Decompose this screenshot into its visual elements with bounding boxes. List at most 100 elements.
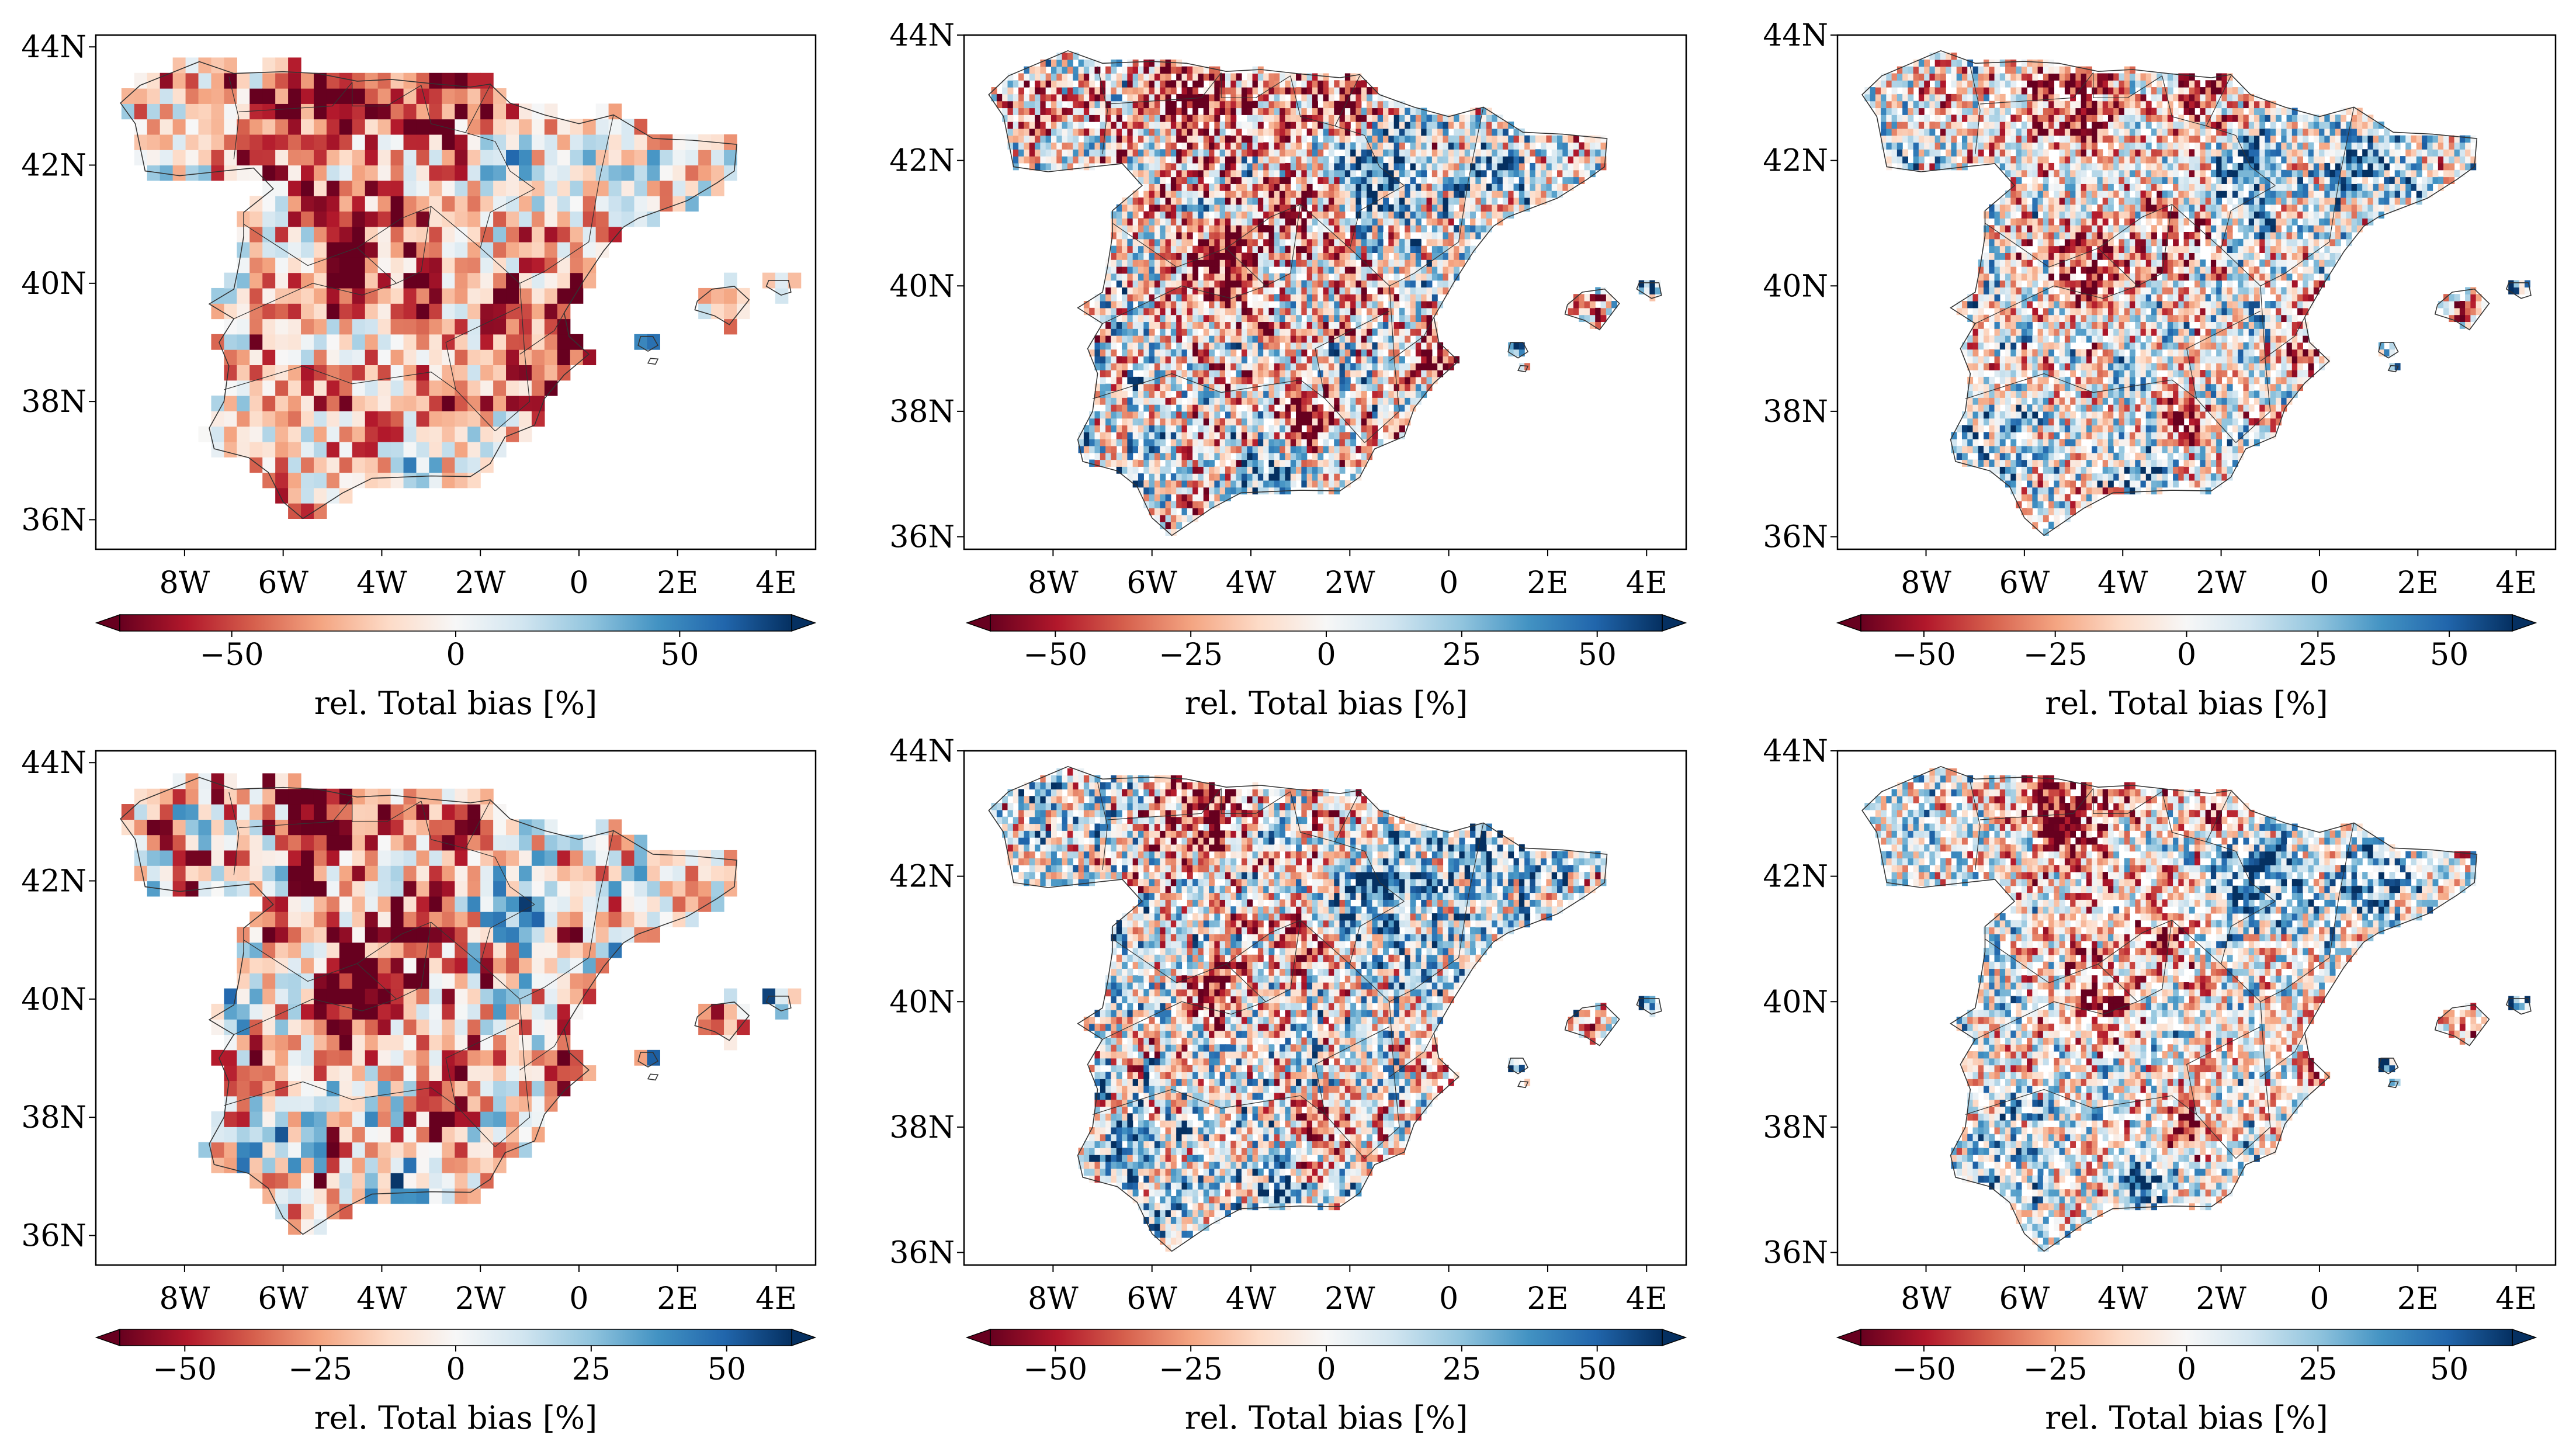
heatmap-cell [1198, 231, 1204, 240]
heatmap-cell [1328, 418, 1334, 426]
heatmap-cell [1187, 225, 1193, 233]
heatmap-cell [1176, 439, 1183, 446]
heatmap-cell [1089, 149, 1095, 157]
heatmap-cell [1306, 238, 1313, 247]
heatmap-cell [1100, 335, 1106, 343]
heatmap-cell [1285, 101, 1291, 109]
heatmap-cell [1252, 238, 1258, 247]
heatmap-cell [1219, 190, 1226, 198]
heatmap-cell [557, 165, 571, 181]
heatmap-cell [1170, 142, 1177, 150]
heatmap-cell [1192, 245, 1199, 253]
heatmap-cell [1318, 404, 1324, 412]
heatmap-cell [1377, 252, 1384, 260]
heatmap-cell [1236, 321, 1242, 329]
heatmap-cell [1122, 342, 1128, 350]
heatmap-cell [1318, 411, 1324, 419]
heatmap-cell [1448, 238, 1454, 247]
heatmap-cell [1056, 53, 1063, 60]
heatmap-cell [1111, 108, 1117, 115]
heatmap-cell [1111, 218, 1117, 226]
heatmap-cell [1301, 115, 1308, 122]
heatmap-cell [1280, 307, 1286, 316]
heatmap-cell [1339, 128, 1346, 136]
heatmap-cell [1339, 266, 1346, 274]
heatmap-cell [1181, 197, 1188, 205]
heatmap-cell [1127, 397, 1133, 405]
heatmap-cell [1443, 156, 1449, 164]
heatmap-cell [1154, 314, 1160, 323]
heatmap-cell [1018, 142, 1025, 150]
heatmap-cell [1198, 508, 1204, 515]
heatmap-cell [1290, 335, 1296, 343]
heatmap-cell [595, 165, 609, 181]
heatmap-cell [1225, 122, 1231, 129]
heatmap-cell [1393, 238, 1400, 247]
heatmap-cell [1318, 128, 1324, 136]
heatmap-cell [1383, 252, 1389, 260]
heatmap-cell [1143, 273, 1150, 281]
heatmap-cell [1372, 190, 1378, 198]
heatmap-cell [1410, 321, 1416, 329]
heatmap-cell [1263, 183, 1270, 191]
heatmap-cell [1334, 169, 1340, 178]
heatmap-cell [1122, 73, 1128, 81]
heatmap-cell [224, 380, 237, 396]
heatmap-cell [1236, 411, 1242, 419]
heatmap-cell [1415, 321, 1422, 329]
heatmap-cell [1176, 432, 1183, 439]
heatmap-cell [1334, 356, 1340, 363]
heatmap-cell [1367, 294, 1373, 302]
heatmap-cell [1160, 501, 1166, 508]
heatmap-cell [1252, 432, 1258, 439]
heatmap-cell [1225, 259, 1231, 267]
heatmap-cell [1198, 307, 1204, 316]
heatmap-cell [1431, 252, 1438, 260]
heatmap-cell [1573, 149, 1579, 157]
heatmap-cell [1274, 231, 1280, 240]
heatmap-cell [1100, 328, 1106, 336]
heatmap-cell [1443, 266, 1449, 274]
heatmap-cell [1225, 197, 1231, 205]
heatmap-cell [1170, 521, 1177, 529]
heatmap-cell [1443, 245, 1449, 253]
heatmap-cell [1192, 122, 1199, 129]
heatmap-cell [1225, 204, 1231, 212]
heatmap-cell [403, 119, 417, 135]
heatmap-cell [1431, 122, 1438, 129]
heatmap-cell [1078, 122, 1084, 129]
heatmap-cell [1236, 225, 1242, 233]
heatmap-cell [1051, 101, 1057, 109]
heatmap-cell [1209, 383, 1215, 391]
heatmap-cell [1165, 466, 1171, 474]
heatmap-cell [1045, 80, 1052, 88]
heatmap-cell [1280, 204, 1286, 212]
heatmap-cell [1116, 87, 1122, 95]
heatmap-cell [1132, 459, 1139, 467]
heatmap-cell [1170, 225, 1177, 233]
heatmap-cell [1170, 473, 1177, 481]
heatmap-cell [1268, 149, 1275, 157]
heatmap-cell [377, 257, 391, 273]
heatmap-cell [288, 211, 301, 227]
heatmap-cell [1192, 342, 1199, 350]
heatmap-cell [1247, 108, 1253, 115]
heatmap-cell [377, 272, 391, 289]
heatmap-cell [1192, 135, 1199, 143]
heatmap-cell [1268, 280, 1275, 288]
heatmap-cell [557, 196, 571, 212]
heatmap-cell [134, 150, 148, 166]
heatmap-cell [1170, 190, 1177, 198]
heatmap-cell [1122, 259, 1128, 267]
heatmap-cell [1187, 128, 1193, 136]
heatmap-cell [1181, 328, 1188, 336]
heatmap-cell [1290, 452, 1296, 460]
heatmap-cell [1301, 404, 1308, 412]
heatmap-cell [1377, 197, 1384, 205]
heatmap-cell [1323, 108, 1329, 115]
heatmap-cell [1361, 87, 1367, 95]
heatmap-cell [1219, 266, 1226, 274]
heatmap-cell [1377, 156, 1384, 164]
heatmap-cell [1094, 87, 1101, 95]
heatmap-cell [1230, 321, 1237, 329]
